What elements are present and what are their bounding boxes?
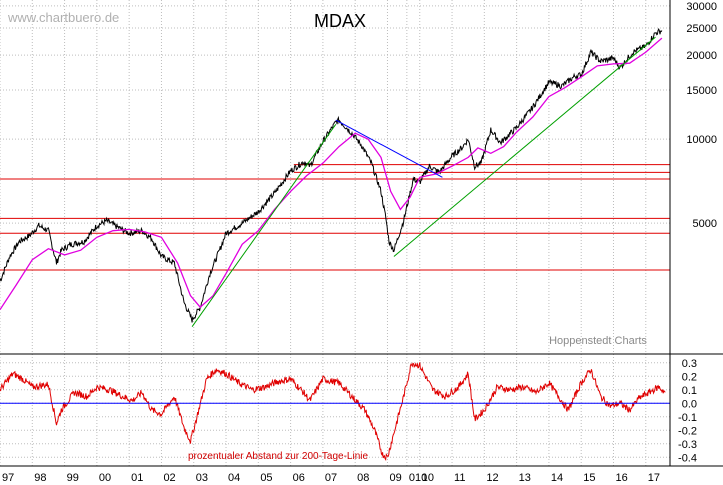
x-tick-label: 02	[163, 472, 175, 484]
x-tick-label: 010	[409, 472, 427, 484]
x-tick-label: 17	[648, 472, 660, 484]
oscillator-series-line	[0, 362, 666, 461]
x-tick-label: 06	[293, 472, 305, 484]
x-tick-label: 07	[325, 472, 337, 484]
y-tick-label: 15000	[686, 85, 717, 97]
x-tick-label: 11	[454, 472, 465, 484]
osc-tick-label: 0.2	[682, 371, 697, 383]
x-tick-label: 05	[260, 472, 272, 484]
osc-tick-label: -0.4	[678, 452, 697, 464]
source-label: Hoppenstedt Charts	[549, 335, 647, 347]
oscillator-layer	[0, 362, 670, 461]
x-tick-label: 99	[67, 472, 79, 484]
support-levels	[0, 164, 670, 271]
trendline-down-2007	[335, 119, 443, 178]
osc-tick-label: 0.0	[682, 398, 697, 410]
x-tick-label: 03	[196, 472, 208, 484]
x-tick-label: 97	[2, 472, 14, 484]
x-tick-label: 01	[131, 472, 143, 484]
x-tick-label: 16	[615, 472, 627, 484]
x-tick-label: 10	[422, 472, 434, 484]
osc-tick-label: 0.1	[682, 385, 697, 397]
x-tick-label: 00	[99, 472, 111, 484]
x-tick-label: 14	[551, 472, 563, 484]
chart-title: MDAX	[314, 11, 366, 31]
axes-layer	[0, 0, 723, 467]
trendline-up-2003	[191, 124, 337, 327]
osc-tick-label: 0.3	[682, 358, 697, 370]
x-tick-label: 08	[357, 472, 369, 484]
y-tick-label: 25000	[686, 23, 717, 35]
osc-tick-label: -0.2	[678, 425, 697, 437]
y-tick-label: 20000	[686, 50, 717, 62]
y-tick-label: 30000	[686, 1, 717, 13]
ma200-series-line	[0, 37, 663, 311]
price-series-line	[0, 27, 663, 323]
x-tick-label: 12	[486, 472, 498, 484]
trendline-up-2009	[393, 36, 656, 257]
x-tick-label: 15	[583, 472, 595, 484]
osc-tick-label: -0.3	[678, 439, 697, 451]
y-tick-label: 5000	[693, 218, 717, 230]
oscillator-annotation: prozentualer Abstand zur 200-Tage-Linie	[188, 451, 369, 462]
x-tick-label: 04	[228, 472, 240, 484]
watermark: www.chartbuero.de	[7, 10, 119, 25]
y-tick-label: 10000	[686, 134, 717, 146]
x-tick-label: 98	[34, 472, 46, 484]
x-tick-label: 09	[389, 472, 401, 484]
series-layer	[0, 27, 663, 327]
x-tick-label: 13	[519, 472, 531, 484]
osc-tick-label: -0.1	[678, 412, 697, 424]
